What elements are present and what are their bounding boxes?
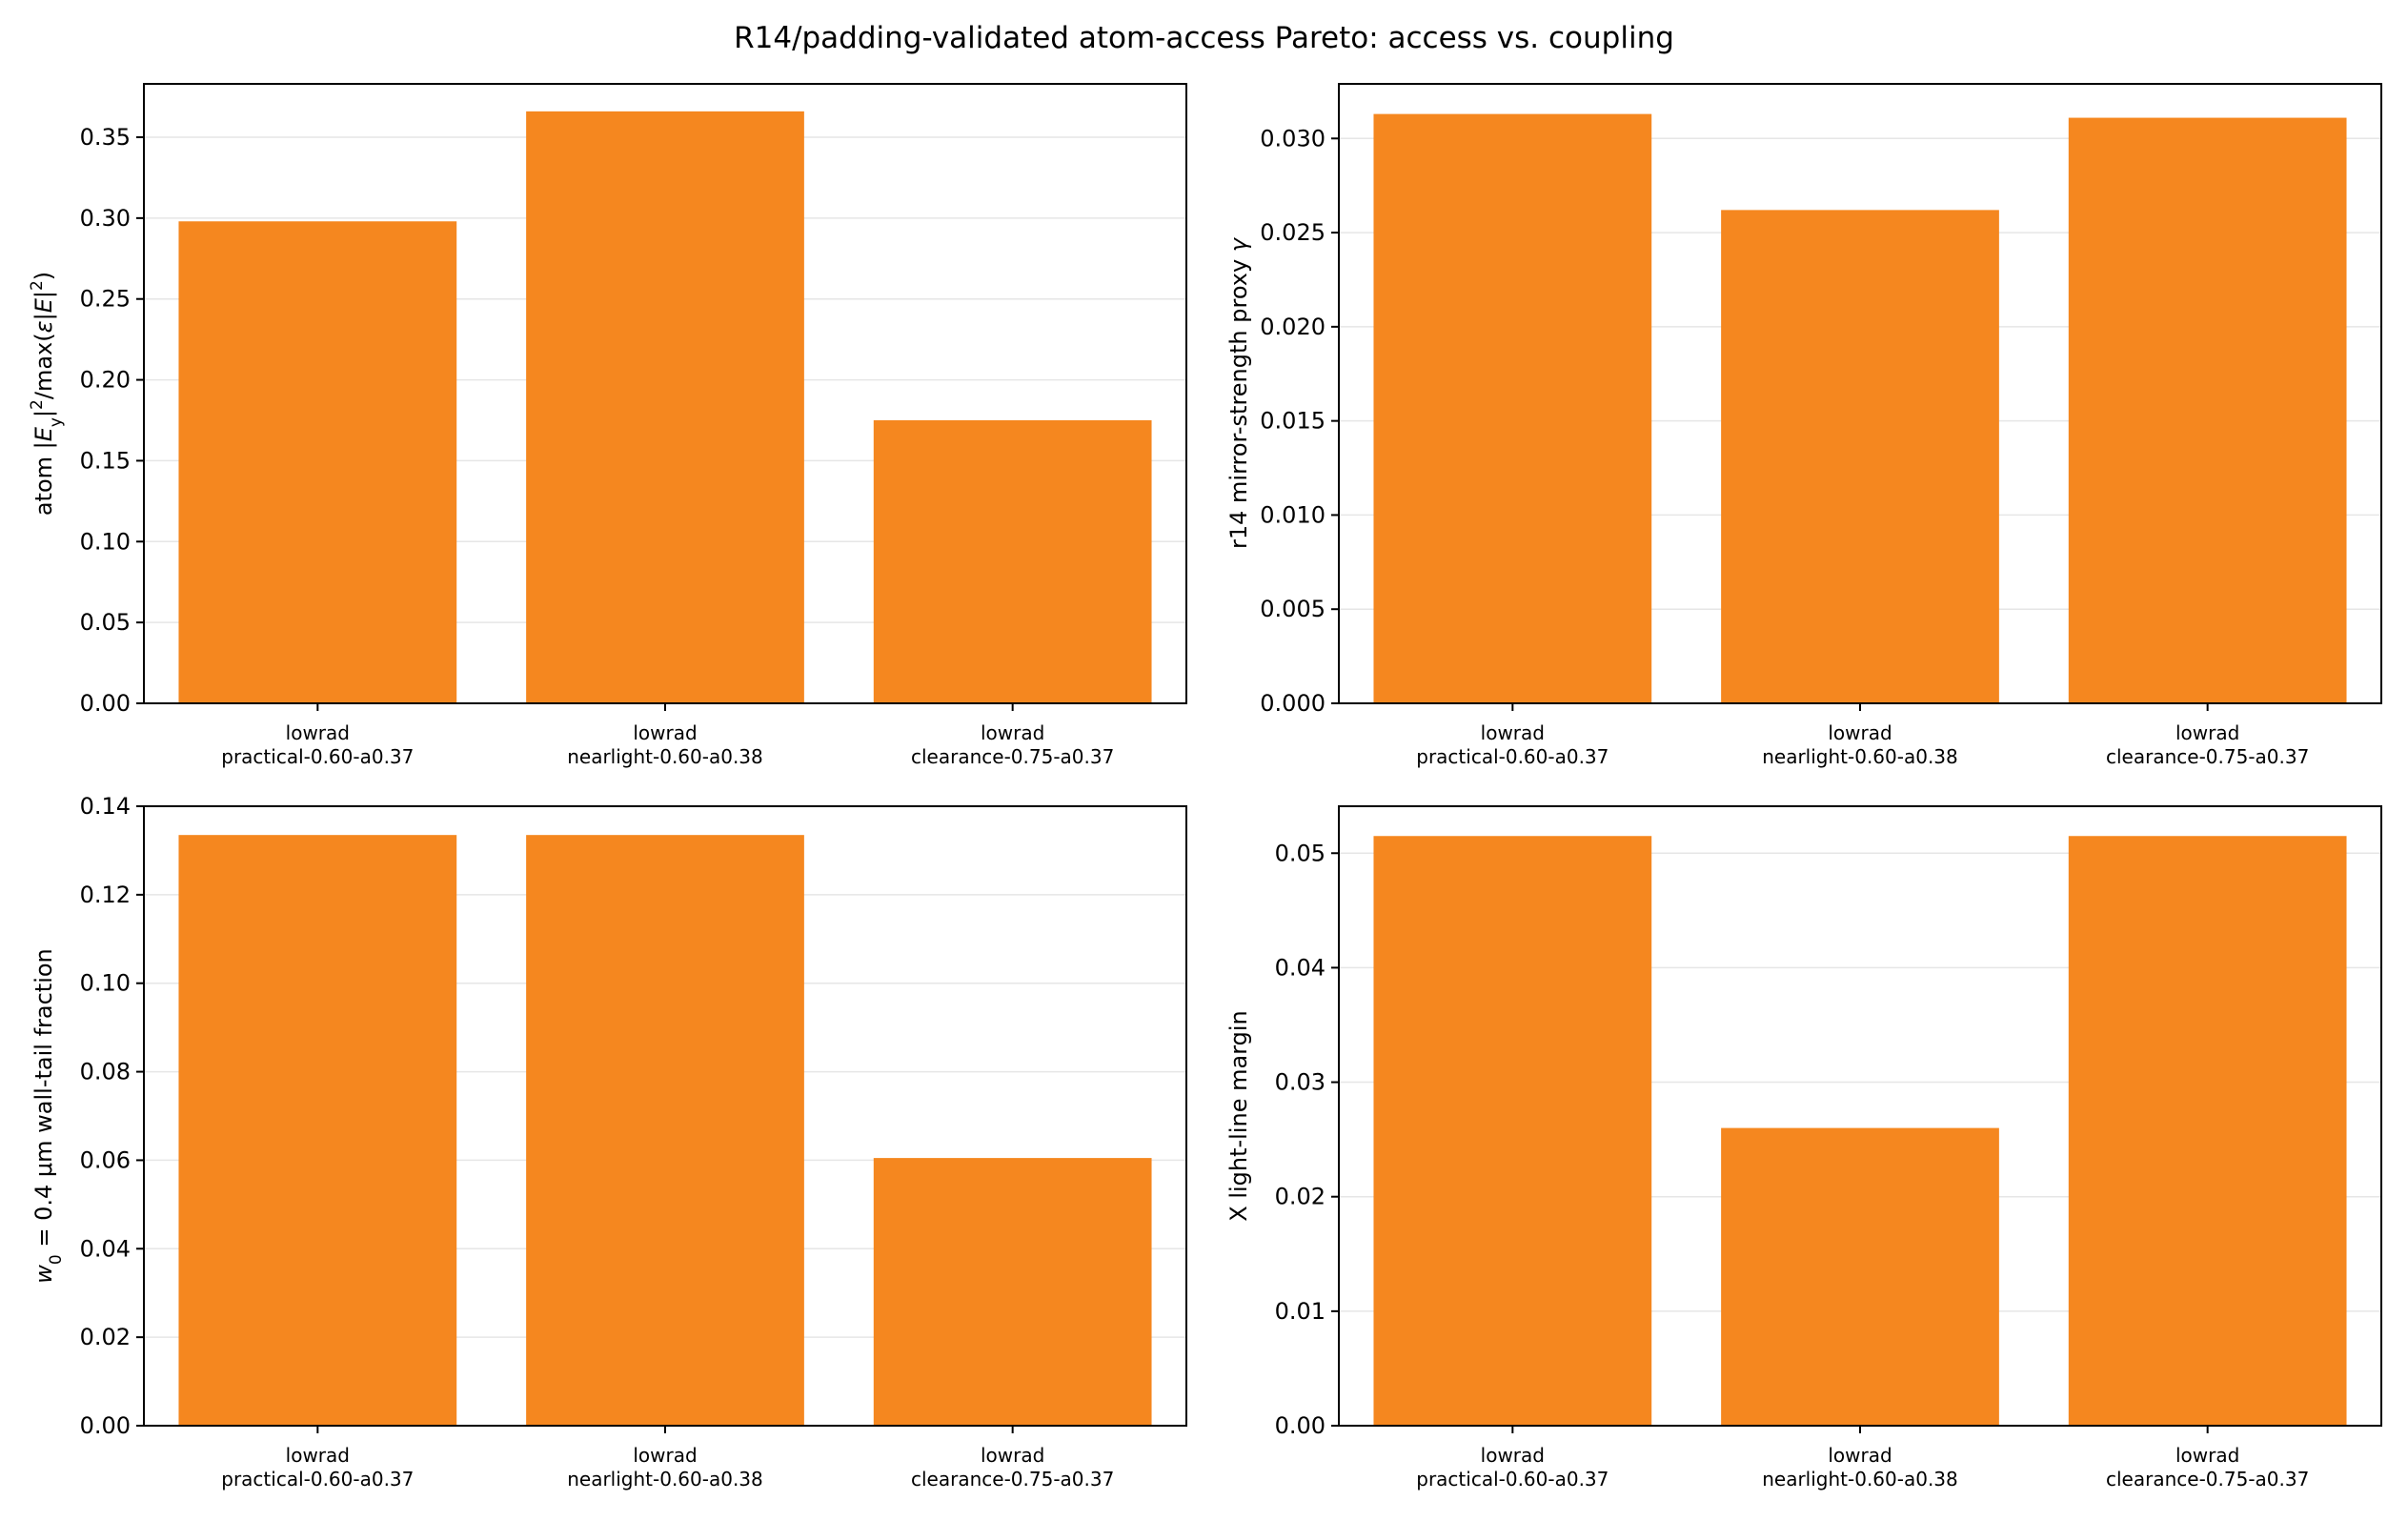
y-axis-label: X light-line margin <box>1225 1010 1252 1222</box>
x-tick-label: practical-0.60-a0.37 <box>221 1468 414 1491</box>
y-tick-label: 0.35 <box>80 124 131 151</box>
x-tick-label: clearance-0.75-a0.37 <box>911 1468 1114 1491</box>
bar-3 <box>873 1158 1152 1426</box>
bar-1 <box>178 835 457 1426</box>
x-tick-label: lowrad <box>981 1444 1044 1467</box>
y-tick-label: 0.10 <box>80 528 131 555</box>
x-tick-label: lowrad <box>2175 1444 2239 1467</box>
x-tick-label: lowrad <box>633 721 697 744</box>
y-tick-label: 0.14 <box>80 793 131 820</box>
y-tick-label: 0.00 <box>80 1412 131 1439</box>
x-tick-label: clearance-0.75-a0.37 <box>911 745 1114 768</box>
x-tick-label: lowrad <box>1828 721 1892 744</box>
x-tick-label: clearance-0.75-a0.37 <box>2106 1468 2309 1491</box>
bar-1 <box>178 221 457 704</box>
x-tick-label: nearlight-0.60-a0.38 <box>567 1468 763 1491</box>
y-tick-label: 0.05 <box>80 609 131 636</box>
y-tick-label: 0.15 <box>80 447 131 474</box>
x-tick-label: nearlight-0.60-a0.38 <box>1762 745 1958 768</box>
y-tick-label: 0.05 <box>1275 840 1325 866</box>
x-tick-label: nearlight-0.60-a0.38 <box>1762 1468 1958 1491</box>
y-tick-label: 0.00 <box>1275 1412 1325 1439</box>
y-tick-label: 0.10 <box>80 970 131 997</box>
y-tick-label: 0.04 <box>1275 954 1325 981</box>
chart-panel-1: 0.000.050.100.150.200.250.300.35lowradpr… <box>28 83 1187 768</box>
chart-panel-3: 0.000.020.040.060.080.100.120.14lowradpr… <box>30 793 1187 1491</box>
x-tick-label: lowrad <box>1481 1444 1545 1467</box>
bar-3 <box>2068 836 2347 1426</box>
y-tick-label: 0.20 <box>80 367 131 394</box>
y-axis-label: r14 mirror-strength proxy γ <box>1225 236 1252 549</box>
y-tick-label: 0.010 <box>1260 501 1325 528</box>
y-tick-label: 0.02 <box>1275 1184 1325 1210</box>
x-tick-label: lowrad <box>286 1444 350 1467</box>
y-tick-label: 0.000 <box>1260 690 1325 717</box>
y-tick-label: 0.03 <box>1275 1069 1325 1096</box>
y-tick-label: 0.30 <box>80 205 131 232</box>
chart-panel-2: 0.000 0.005 0.010 0.015 0.020 0.025 0.030 lowra… <box>1225 83 2382 768</box>
chart-panel-4: 0.000.010.020.030.040.05lowradpractical-… <box>1225 805 2382 1491</box>
y-tick-label: 0.015 <box>1260 408 1325 435</box>
x-tick-label: lowrad <box>286 721 350 744</box>
x-tick-label: lowrad <box>1828 1444 1892 1467</box>
y-tick-label: 0.02 <box>80 1324 131 1350</box>
y-tick-label: 0.06 <box>80 1146 131 1173</box>
y-tick-label: 0.01 <box>1275 1298 1325 1325</box>
y-tick-label: 0.005 <box>1260 596 1325 622</box>
x-tick-label: lowrad <box>1481 721 1545 744</box>
y-tick-label: 0.00 <box>80 690 131 717</box>
figure-title: R14/padding-validated atom-access Pareto… <box>734 21 1674 55</box>
x-tick-label: practical-0.60-a0.37 <box>221 745 414 768</box>
bar-2 <box>526 111 804 703</box>
y-axis-label: w0 = 0.4 μm wall-tail fraction <box>30 948 66 1284</box>
bar-1 <box>1373 113 1652 703</box>
x-tick-label: nearlight-0.60-a0.38 <box>567 745 763 768</box>
x-tick-label: lowrad <box>633 1444 697 1467</box>
y-tick-label: 0.12 <box>80 882 131 908</box>
x-tick-label: lowrad <box>981 721 1044 744</box>
y-tick-label: 0.030 <box>1260 125 1325 152</box>
y-tick-label: 0.025 <box>1260 219 1325 246</box>
y-tick-label: 0.04 <box>80 1235 131 1262</box>
bar-3 <box>2068 117 2347 703</box>
x-tick-label: practical-0.60-a0.37 <box>1416 745 1609 768</box>
x-tick-label: lowrad <box>2175 721 2239 744</box>
bar-3 <box>873 420 1152 703</box>
y-tick-label: 0.08 <box>80 1059 131 1085</box>
bar-1 <box>1373 836 1652 1426</box>
y-tick-label: 0.020 <box>1260 314 1325 340</box>
bar-2 <box>526 835 804 1426</box>
y-tick-label: 0.25 <box>80 286 131 313</box>
bar-2 <box>1721 1127 1999 1426</box>
y-axis-label: atom |Ey|2/max(ε|E|2) <box>28 272 66 516</box>
bar-2 <box>1721 210 1999 703</box>
x-tick-label: clearance-0.75-a0.37 <box>2106 745 2309 768</box>
x-tick-label: practical-0.60-a0.37 <box>1416 1468 1609 1491</box>
